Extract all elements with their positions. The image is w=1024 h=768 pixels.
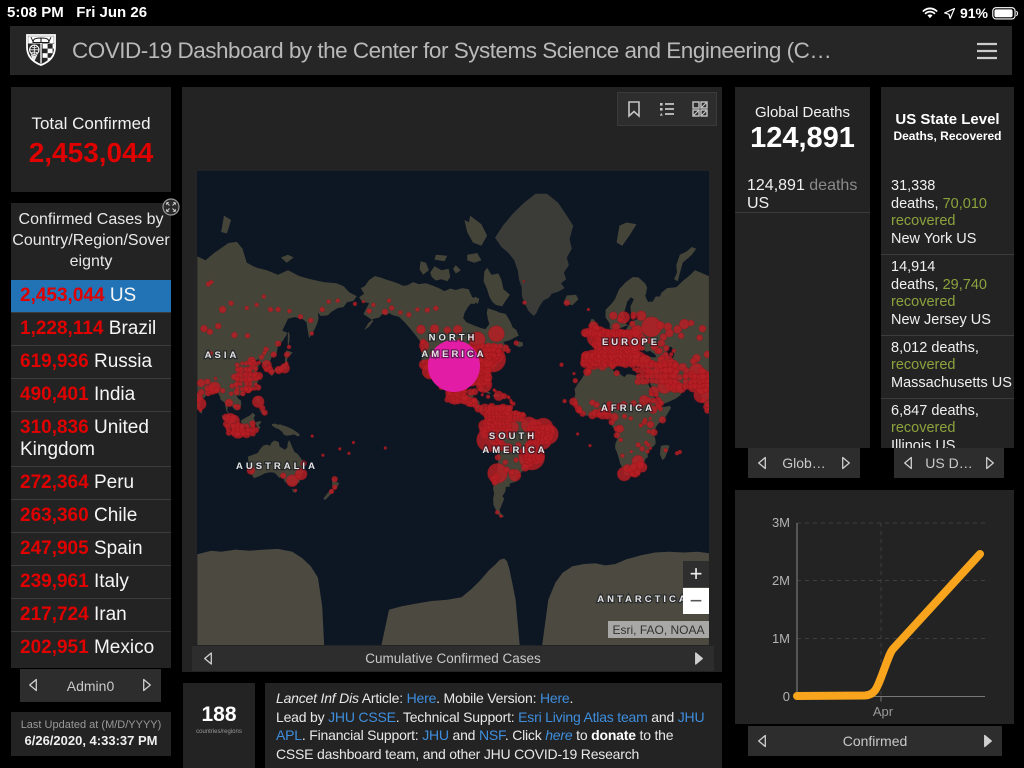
- svg-text:AMERICA: AMERICA: [421, 349, 486, 360]
- svg-text:2M: 2M: [772, 573, 790, 588]
- svg-text:AMERICA: AMERICA: [482, 445, 547, 456]
- svg-text:AUSTRALIA: AUSTRALIA: [236, 461, 318, 472]
- svg-text:Apr: Apr: [873, 704, 894, 719]
- svg-text:ASIA: ASIA: [205, 350, 240, 361]
- svg-text:ANTARCTICA: ANTARCTICA: [597, 594, 689, 605]
- svg-text:3M: 3M: [772, 515, 790, 530]
- svg-text:0: 0: [783, 689, 790, 704]
- svg-text:SOUTH: SOUTH: [489, 431, 537, 442]
- svg-text:1M: 1M: [772, 631, 790, 646]
- svg-text:EUROPE: EUROPE: [602, 337, 660, 348]
- svg-text:NORTH: NORTH: [429, 333, 478, 344]
- svg-text:AFRICA: AFRICA: [601, 403, 655, 414]
